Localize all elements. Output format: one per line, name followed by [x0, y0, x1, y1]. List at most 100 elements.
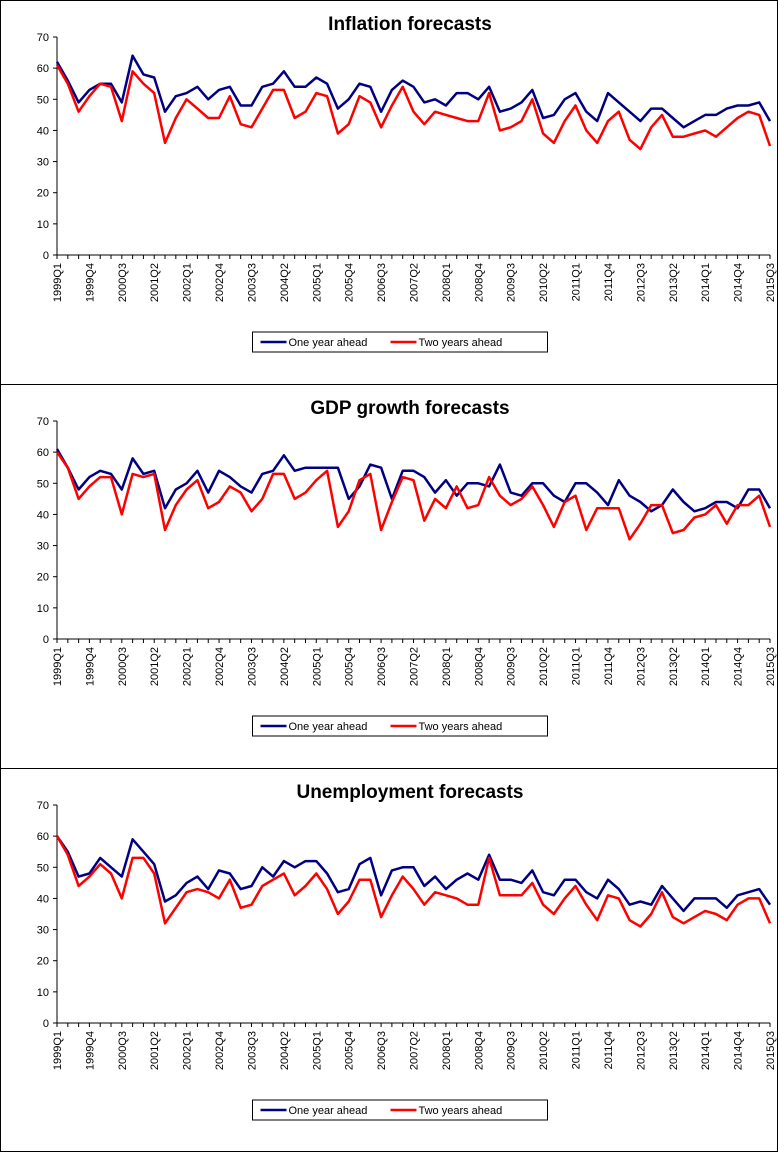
x-tick-label: 2008Q1 — [441, 647, 453, 686]
x-tick-label: 2002Q1 — [182, 647, 194, 686]
x-tick-label: 2015Q3 — [765, 263, 777, 302]
y-tick-label: 30 — [37, 541, 49, 553]
x-tick-label: 2003Q3 — [246, 647, 258, 686]
y-tick-label: 40 — [37, 509, 49, 521]
series-line — [55, 835, 772, 913]
series-line — [55, 835, 772, 928]
x-tick-label: 2014Q4 — [733, 647, 745, 686]
y-tick-label: 10 — [37, 603, 49, 615]
y-tick-label: 20 — [37, 956, 49, 968]
x-tick-label: 2011Q4 — [603, 263, 615, 301]
x-tick-label: 2008Q1 — [441, 1031, 453, 1070]
x-tick-label: 2003Q3 — [246, 1031, 258, 1070]
y-tick-label: 10 — [37, 987, 49, 999]
x-tick-label: 1999Q4 — [84, 647, 96, 686]
y-tick-label: 30 — [37, 925, 49, 937]
x-tick-label: 2005Q4 — [344, 263, 356, 302]
x-tick-label: 2014Q1 — [700, 1031, 712, 1070]
x-tick-label: 2008Q1 — [441, 263, 453, 302]
y-tick-label: 60 — [37, 831, 49, 843]
legend-label: One year ahead — [289, 1105, 368, 1117]
x-tick-label: 2001Q2 — [149, 1031, 161, 1070]
y-tick-label: 60 — [37, 447, 49, 459]
x-tick-label: 2000Q3 — [117, 647, 129, 686]
x-tick-label: 2008Q4 — [473, 1031, 485, 1070]
y-tick-label: 0 — [43, 250, 49, 262]
x-tick-label: 2005Q1 — [311, 647, 323, 686]
x-tick-label: 1999Q1 — [52, 1031, 64, 1070]
x-tick-label: 2005Q4 — [344, 1031, 356, 1070]
x-tick-label: 2011Q4 — [603, 647, 615, 685]
x-tick-label: 2006Q3 — [376, 1031, 388, 1070]
chart-title: Unemployment forecasts — [296, 782, 523, 803]
legend-label: Two years ahead — [419, 721, 503, 733]
x-tick-label: 2014Q4 — [733, 263, 745, 302]
y-tick-label: 50 — [37, 94, 49, 106]
chart-panel: GDP growth forecasts 0 10 20 30 40 50 60 70 1999Q… — [0, 384, 778, 769]
x-tick-label: 2001Q2 — [149, 647, 161, 686]
legend-label: One year ahead — [289, 721, 368, 733]
y-tick-label: 50 — [37, 478, 49, 490]
y-tick-label: 70 — [37, 800, 49, 812]
series-line — [55, 451, 772, 541]
legend-label: Two years ahead — [419, 1105, 503, 1117]
x-tick-label: 2011Q1 — [571, 1031, 583, 1069]
x-tick-label: 2006Q3 — [376, 263, 388, 302]
x-tick-label: 2014Q1 — [700, 263, 712, 302]
series-line — [55, 54, 772, 129]
x-tick-label: 2004Q2 — [279, 263, 291, 302]
x-tick-label: 2015Q3 — [765, 647, 777, 686]
y-tick-label: 70 — [37, 32, 49, 44]
y-tick-label: 40 — [37, 125, 49, 137]
x-tick-label: 2010Q2 — [538, 1031, 550, 1070]
x-tick-label: 2004Q2 — [279, 1031, 291, 1070]
x-tick-label: 2009Q3 — [506, 647, 518, 686]
x-tick-label: 2002Q4 — [214, 1031, 226, 1070]
x-tick-label: 2014Q1 — [700, 647, 712, 686]
x-tick-label: 1999Q1 — [52, 647, 64, 686]
x-tick-label: 2013Q2 — [668, 1031, 680, 1070]
x-tick-label: 2002Q1 — [182, 263, 194, 302]
x-tick-label: 2003Q3 — [246, 263, 258, 302]
y-tick-label: 70 — [37, 416, 49, 428]
y-tick-label: 10 — [37, 219, 49, 231]
chart-title: Inflation forecasts — [328, 14, 492, 35]
y-tick-label: 20 — [37, 188, 49, 200]
series-line — [55, 64, 772, 151]
x-tick-label: 2002Q4 — [214, 263, 226, 302]
x-tick-label: 2009Q3 — [506, 263, 518, 302]
y-tick-label: 50 — [37, 862, 49, 874]
x-tick-label: 2009Q3 — [506, 1031, 518, 1070]
x-tick-label: 2012Q3 — [635, 1031, 647, 1070]
x-tick-label: 2007Q2 — [409, 263, 421, 302]
x-tick-label: 2008Q4 — [473, 263, 485, 302]
y-tick-label: 0 — [43, 1018, 49, 1030]
x-tick-label: 2010Q2 — [538, 263, 550, 302]
x-tick-label: 1999Q4 — [84, 1031, 96, 1070]
x-tick-label: 2004Q2 — [279, 647, 291, 686]
x-tick-label: 2014Q4 — [733, 1031, 745, 1070]
y-tick-label: 20 — [37, 572, 49, 584]
x-tick-label: 2000Q3 — [117, 263, 129, 302]
y-tick-label: 0 — [43, 634, 49, 646]
panel-border — [0, 0, 778, 385]
x-tick-label: 2012Q3 — [635, 647, 647, 686]
x-tick-label: 2011Q1 — [571, 647, 583, 685]
x-tick-label: 2005Q4 — [344, 647, 356, 686]
x-tick-label: 2011Q4 — [603, 1031, 615, 1069]
chart-panel: Unemployment forecasts 0 10 20 30 40 50 60 70 199… — [0, 768, 778, 1152]
x-tick-label: 2013Q2 — [668, 263, 680, 302]
series-line — [55, 448, 772, 513]
x-tick-label: 2002Q1 — [182, 1031, 194, 1070]
x-tick-label: 2008Q4 — [473, 647, 485, 686]
x-tick-label: 2005Q1 — [311, 1031, 323, 1070]
chart-panel: Inflation forecasts 0 10 20 30 40 50 60 70 1999Q1… — [0, 0, 778, 385]
panel-border — [0, 768, 778, 1152]
x-tick-label: 2013Q2 — [668, 647, 680, 686]
x-tick-label: 2007Q2 — [409, 647, 421, 686]
chart-title: GDP growth forecasts — [310, 398, 509, 419]
x-tick-label: 2007Q2 — [409, 1031, 421, 1070]
x-tick-label: 2015Q3 — [765, 1031, 777, 1070]
